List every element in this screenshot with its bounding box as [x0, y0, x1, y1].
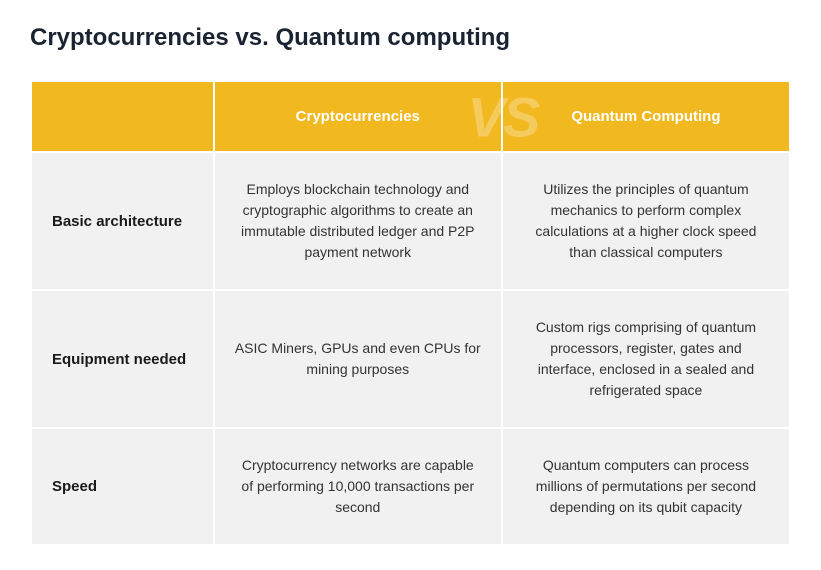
page-title: Cryptocurrencies vs. Quantum computing [30, 24, 791, 52]
column-header-quantum-label: Quantum Computing [571, 108, 720, 125]
cell-speed-quantum: Quantum computers can process millions o… [503, 429, 789, 544]
cell-speed-crypto: Cryptocurrency networks are capable of p… [215, 429, 501, 544]
comparison-table: Cryptocurrencies VS Quantum Computing Ba… [30, 80, 791, 546]
cell-equipment-crypto: ASIC Miners, GPUs and even CPUs for mini… [215, 291, 501, 427]
row-label-architecture: Basic architecture [32, 153, 213, 289]
header-empty-cell [32, 82, 213, 151]
table-row: Speed Cryptocurrency networks are capabl… [32, 429, 789, 544]
table-row: Equipment needed ASIC Miners, GPUs and e… [32, 291, 789, 427]
table-row: Basic architecture Employs blockchain te… [32, 153, 789, 289]
table-header-row: Cryptocurrencies VS Quantum Computing [32, 82, 789, 151]
cell-architecture-crypto: Employs blockchain technology and crypto… [215, 153, 501, 289]
row-label-speed: Speed [32, 429, 213, 544]
cell-architecture-quantum: Utilizes the principles of quantum mecha… [503, 153, 789, 289]
column-header-crypto: Cryptocurrencies [215, 82, 501, 151]
cell-equipment-quantum: Custom rigs comprising of quantum proces… [503, 291, 789, 427]
row-label-equipment: Equipment needed [32, 291, 213, 427]
column-header-quantum: VS Quantum Computing [503, 82, 789, 151]
